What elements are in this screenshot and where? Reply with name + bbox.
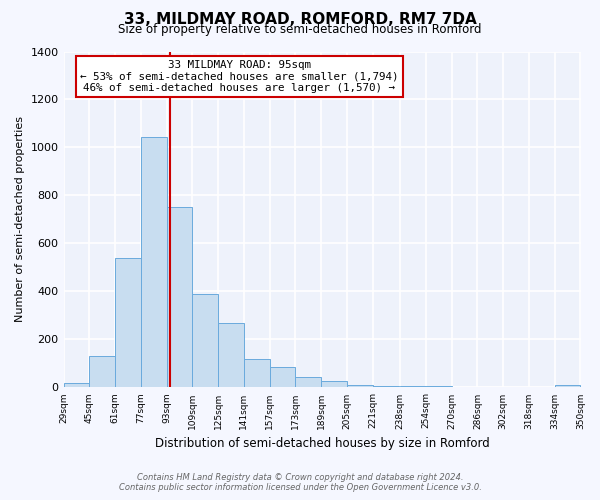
Bar	[167, 208, 193, 388]
Bar	[555, 385, 580, 388]
Bar	[193, 294, 218, 388]
Bar	[244, 358, 269, 388]
Bar	[218, 322, 244, 388]
Y-axis label: Number of semi-detached properties: Number of semi-detached properties	[15, 116, 25, 322]
X-axis label: Distribution of semi-detached houses by size in Romford: Distribution of semi-detached houses by …	[155, 437, 490, 450]
Bar	[426, 386, 452, 388]
Bar	[295, 378, 321, 388]
Bar	[115, 258, 141, 388]
Bar	[141, 136, 167, 388]
Bar	[373, 386, 398, 388]
Text: 33, MILDMAY ROAD, ROMFORD, RM7 7DA: 33, MILDMAY ROAD, ROMFORD, RM7 7DA	[124, 12, 476, 28]
Bar	[321, 380, 347, 388]
Text: Size of property relative to semi-detached houses in Romford: Size of property relative to semi-detach…	[118, 22, 482, 36]
Bar	[64, 382, 89, 388]
Bar	[89, 356, 115, 388]
Bar	[400, 386, 426, 388]
Bar	[269, 367, 295, 388]
Bar	[347, 385, 373, 388]
Text: 33 MILDMAY ROAD: 95sqm
← 53% of semi-detached houses are smaller (1,794)
46% of : 33 MILDMAY ROAD: 95sqm ← 53% of semi-det…	[80, 60, 398, 93]
Text: Contains HM Land Registry data © Crown copyright and database right 2024.
Contai: Contains HM Land Registry data © Crown c…	[119, 473, 481, 492]
